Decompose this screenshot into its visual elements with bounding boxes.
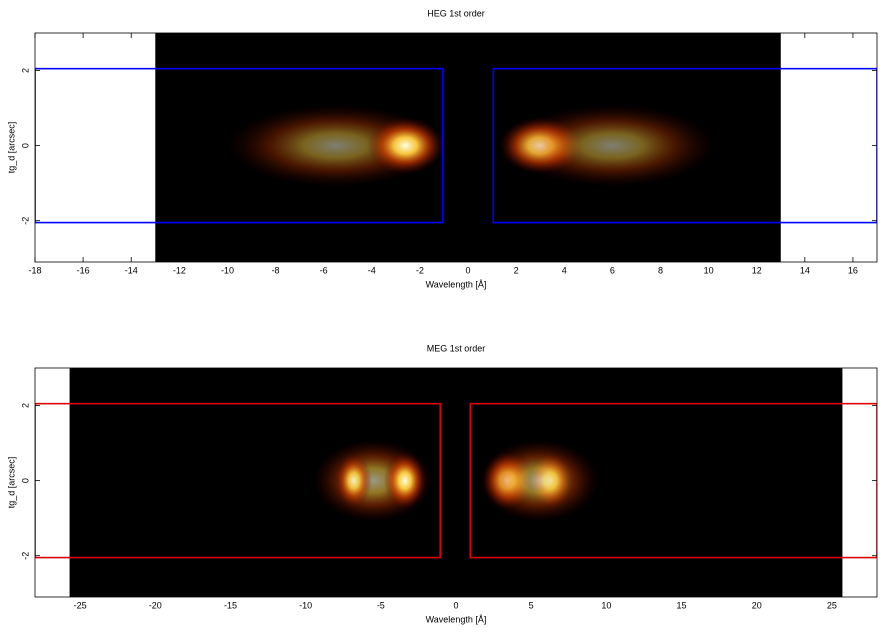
x-tick-label: -12 bbox=[173, 265, 186, 275]
y-tick-label: -2 bbox=[20, 552, 30, 560]
x-tick-label: 25 bbox=[827, 600, 837, 610]
x-tick-label: 8 bbox=[658, 265, 663, 275]
x-tick-label: -2 bbox=[416, 265, 424, 275]
hotspot bbox=[478, 439, 599, 522]
plot-frame bbox=[34, 32, 878, 263]
y-axis-label: tg_d [arcsec] bbox=[6, 457, 16, 509]
x-tick-label: 15 bbox=[677, 600, 687, 610]
x-tick-label: 10 bbox=[704, 265, 714, 275]
chart-title: HEG 1st order bbox=[427, 8, 485, 18]
x-tick-label: 16 bbox=[848, 265, 858, 275]
x-tick-label: 5 bbox=[529, 600, 534, 610]
x-tick-label: 10 bbox=[601, 600, 611, 610]
plot-area bbox=[35, 33, 877, 262]
x-tick-label: -16 bbox=[77, 265, 90, 275]
x-tick-label: -10 bbox=[299, 600, 312, 610]
x-tick-label: -4 bbox=[368, 265, 376, 275]
x-tick-label: 12 bbox=[752, 265, 762, 275]
x-tick-label: 2 bbox=[514, 265, 519, 275]
x-tick-label: 4 bbox=[562, 265, 567, 275]
plot-area bbox=[35, 368, 877, 597]
x-tick-label: -5 bbox=[377, 600, 385, 610]
x-tick-label: -10 bbox=[221, 265, 234, 275]
x-tick-label: -15 bbox=[224, 600, 237, 610]
x-axis-label: Wavelength [Å] bbox=[426, 279, 487, 289]
chart-title: MEG 1st order bbox=[427, 343, 486, 353]
y-tick-label: 2 bbox=[20, 403, 30, 408]
x-tick-label: -18 bbox=[28, 265, 41, 275]
x-axis-label: Wavelength [Å] bbox=[426, 614, 487, 624]
hotspot bbox=[335, 454, 372, 507]
x-tick-label: 0 bbox=[466, 265, 471, 275]
x-tick-label: -8 bbox=[272, 265, 280, 275]
x-tick-label: -14 bbox=[125, 265, 138, 275]
hotspot bbox=[366, 117, 444, 174]
x-tick-label: 14 bbox=[800, 265, 810, 275]
y-axis-label: tg_d [arcsec] bbox=[6, 122, 16, 174]
y-tick-label: 0 bbox=[20, 478, 30, 483]
x-tick-label: 6 bbox=[610, 265, 615, 275]
region-box bbox=[469, 402, 877, 559]
hotspot bbox=[508, 104, 716, 187]
y-tick-label: -2 bbox=[20, 217, 30, 225]
region-box bbox=[35, 402, 442, 559]
x-tick-label: -25 bbox=[74, 600, 87, 610]
detector-area bbox=[69, 368, 843, 597]
x-tick-label: -20 bbox=[149, 600, 162, 610]
y-tick-label: 2 bbox=[20, 68, 30, 73]
x-tick-label: 20 bbox=[752, 600, 762, 610]
region-box bbox=[35, 67, 444, 224]
hotspot bbox=[383, 452, 426, 509]
region-box bbox=[492, 67, 877, 224]
y-tick-label: 0 bbox=[20, 143, 30, 148]
x-tick-label: -6 bbox=[320, 265, 328, 275]
x-tick-label: 0 bbox=[453, 600, 458, 610]
